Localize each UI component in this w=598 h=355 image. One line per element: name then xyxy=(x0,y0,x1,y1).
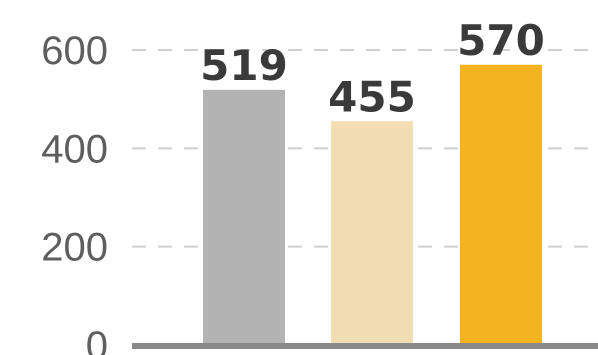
y-tick-label: 0 xyxy=(86,324,108,355)
bar xyxy=(203,89,285,345)
y-tick-label: 200 xyxy=(41,226,108,270)
y-tick-label: 400 xyxy=(41,127,108,171)
bars-group xyxy=(203,64,542,346)
data-labels: 519 455 570 xyxy=(200,16,545,122)
bar xyxy=(331,121,413,346)
y-axis-ticks: 0 200 400 600 xyxy=(41,29,108,355)
bar-value-label: 570 xyxy=(457,16,545,65)
bar xyxy=(460,64,542,345)
bar-value-label: 455 xyxy=(328,72,416,121)
bar-value-label: 519 xyxy=(200,41,288,90)
y-tick-label: 600 xyxy=(41,29,108,73)
